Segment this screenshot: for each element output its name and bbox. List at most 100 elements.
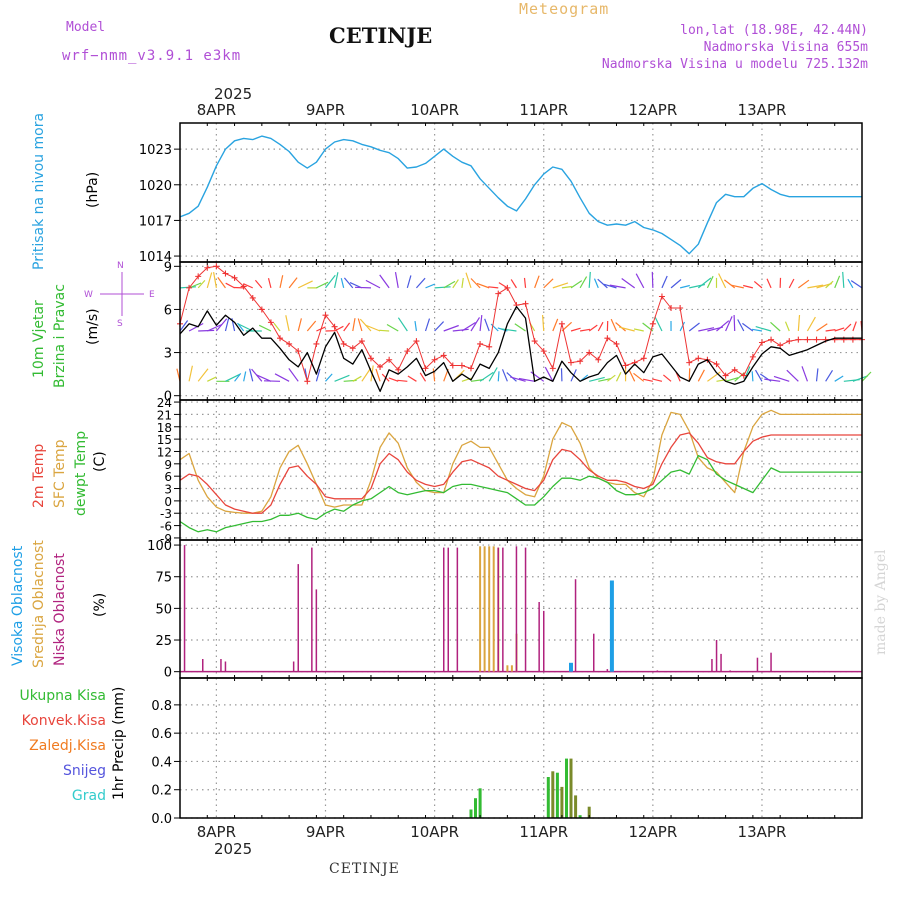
wind-barb — [443, 280, 456, 289]
wind-label-2: Brzina i Pravac — [52, 284, 68, 388]
cloud-bar — [593, 633, 595, 672]
wind-barb — [434, 321, 445, 332]
wind-barb — [654, 316, 663, 332]
cloud-bar — [224, 661, 227, 672]
wind-barb — [663, 374, 672, 382]
wind-barb — [753, 280, 763, 289]
cloud-bar — [443, 547, 445, 672]
y-tick-label: 9 — [164, 260, 172, 275]
gust-marker — [786, 338, 793, 345]
gust-marker — [267, 319, 274, 326]
cloud-bar — [665, 671, 668, 673]
wind-speed-line — [179, 305, 862, 393]
wind-barb — [797, 279, 810, 289]
wind-barb — [815, 368, 819, 382]
y-tick-label: 0.6 — [151, 727, 172, 742]
meteogram-title: Meteogram — [519, 0, 610, 18]
wind-barb — [432, 368, 436, 382]
wind-barb — [361, 367, 372, 382]
pressure-unit: (hPa) — [85, 172, 101, 208]
day-label-top: 10APR — [410, 101, 459, 119]
cloud-bar — [315, 589, 318, 672]
wind-barb — [206, 272, 213, 289]
wind-barb — [343, 277, 354, 289]
wind-barb — [807, 284, 824, 289]
wind-barb — [544, 366, 554, 382]
gust-marker — [840, 336, 847, 343]
gust-marker — [622, 362, 629, 369]
wind-barb — [256, 374, 272, 382]
wind-barb — [733, 314, 736, 332]
wind-barb — [365, 279, 381, 289]
gust-marker — [286, 340, 293, 347]
cloud-bar — [524, 547, 527, 672]
gust-marker — [186, 284, 193, 291]
gust-marker — [413, 338, 420, 345]
gust-marker — [249, 294, 256, 301]
wind-barb — [543, 278, 554, 289]
y-tick-label: 1023 — [139, 143, 172, 158]
wind-barb — [755, 326, 772, 332]
precip-legend-conv: Konvek.Kisa — [22, 713, 106, 729]
wind-barb — [419, 372, 427, 382]
wind-barb — [188, 365, 193, 382]
gust-marker — [304, 378, 311, 385]
wind-barb — [501, 369, 508, 382]
wind-barb — [415, 277, 426, 289]
wind-barb — [258, 324, 272, 332]
wind-barb — [552, 282, 569, 289]
wind-barb — [607, 374, 616, 382]
precip-bar — [551, 771, 555, 818]
wind-barb — [476, 282, 490, 289]
wind-barb — [197, 279, 206, 289]
gust-marker — [668, 305, 675, 311]
cloud-bar — [609, 580, 614, 672]
day-label-top: 13APR — [738, 101, 787, 119]
wind-barb — [609, 284, 626, 289]
y-tick-label: 0 — [164, 666, 172, 681]
day-label-top: 11APR — [519, 101, 568, 119]
wind-barb — [588, 324, 598, 332]
wind-barb — [816, 323, 828, 332]
cloud-bar — [202, 659, 204, 672]
wind-barb — [452, 328, 469, 332]
temp-label-2: SFC Temp — [52, 439, 68, 508]
wind-barb — [697, 277, 712, 289]
cloud-bar — [756, 657, 759, 672]
wind-barb — [842, 271, 845, 288]
temp-unit: (C) — [92, 451, 108, 472]
gust-marker — [504, 284, 511, 291]
day-label-bottom: 8APR — [197, 823, 236, 841]
gust-marker — [331, 323, 338, 330]
wind-barb — [707, 371, 721, 382]
gust-marker — [695, 355, 702, 362]
y-tick-label: 12 — [157, 445, 172, 459]
wind-barb — [470, 317, 481, 332]
wind-barb — [589, 376, 605, 382]
gust-marker — [613, 340, 620, 347]
wind-barb — [343, 322, 351, 332]
cloud-label-high: Visoka Oblacnost — [10, 545, 26, 666]
wind-barb — [716, 320, 730, 332]
cloud-bar — [729, 670, 731, 672]
compass-s: S — [117, 319, 123, 329]
precip-bar — [569, 758, 573, 818]
wind-barb — [797, 314, 801, 332]
wind-barb — [825, 329, 836, 332]
gust-marker — [231, 274, 238, 281]
wind-barb — [825, 280, 834, 289]
gust-marker — [322, 312, 329, 319]
cloud-bar — [543, 610, 545, 672]
gust-marker — [540, 348, 547, 355]
wind-barb — [834, 275, 841, 289]
wind-barb — [484, 318, 490, 332]
gust-marker — [458, 362, 465, 369]
wind-barb — [497, 371, 500, 382]
wind-barb — [570, 327, 581, 332]
y-tick-label: 3 — [164, 347, 172, 362]
temp-2m-line — [179, 432, 862, 514]
cloud-label-low: Niska Oblacnost — [52, 553, 68, 666]
compass-w: W — [84, 290, 93, 300]
cloud-bar — [479, 546, 482, 672]
